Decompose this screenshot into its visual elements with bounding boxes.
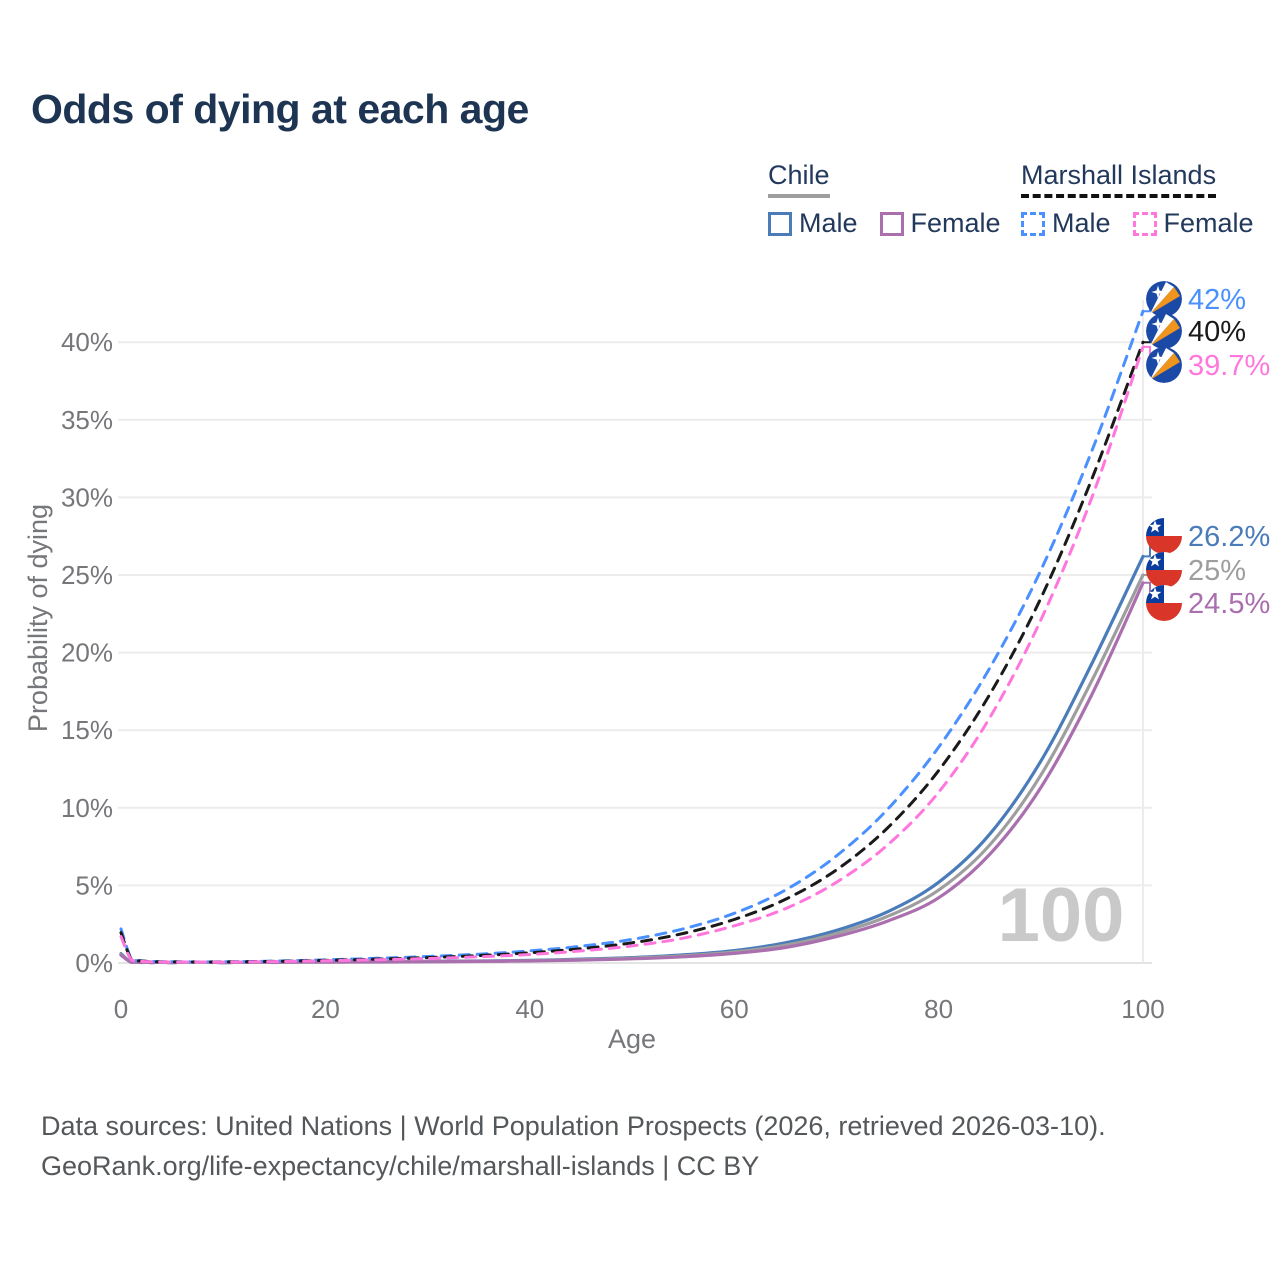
y-tick-label: 5% [75,870,113,900]
legend-items-marshall-islands: Male Female [1021,208,1254,239]
legend-item-label: Female [910,208,1001,238]
end-value-label-mi-female: 39.7% [1188,350,1270,382]
legend-item-chile-male[interactable]: Male [768,208,858,239]
y-tick-label: 40% [61,327,113,357]
y-tick-label: 10% [61,793,113,823]
end-value-label-chile-male: 26.2% [1188,521,1270,553]
legend-items-chile: Male Female [768,208,1001,239]
end-value-label-chile-female: 24.5% [1188,588,1270,620]
legend-item-marshall-islands-female[interactable]: Female [1132,208,1254,239]
data-source-footer: Data sources: United Nations | World Pop… [41,1106,1106,1186]
chile-flag-icon [1146,518,1182,554]
marshall-islands-flag-icon [1146,281,1182,317]
legend-group-chile: Chile Male Female [768,160,1001,239]
x-axis-title: Age [608,1024,656,1054]
legend-group-title-marshall-islands: Marshall Islands [1021,160,1217,198]
series-line-mi-female[interactable] [119,345,1145,964]
series-line-chile-male[interactable] [119,554,1145,965]
x-tick-label: 20 [311,994,340,1024]
y-axis-title: Probability of dying [23,504,53,732]
chile-flag-icon [1146,552,1182,588]
y-tick-label: 20% [61,638,113,668]
x-tick-label: 60 [720,994,749,1024]
legend-item-label: Male [799,208,858,238]
chile-male-line-swatch-icon [768,211,792,236]
x-tick-label: 100 [1121,994,1164,1024]
age-watermark: 100 [998,873,1125,958]
series-line-chile-combined[interactable] [119,573,1145,965]
legend-item-label: Female [1163,208,1254,238]
legend-group-marshall-islands: Marshall Islands Male Female [1021,160,1254,239]
series-line-chile-female[interactable] [119,581,1145,965]
footer-sources-line: Data sources: United Nations | World Pop… [41,1111,1106,1141]
y-tick-label: 15% [61,715,113,745]
marshall-islands-flag-icon [1146,313,1182,349]
footer-attribution-line: GeoRank.org/life-expectancy/chile/marsha… [41,1151,760,1181]
marshall-islands-female-line-swatch-icon [1132,211,1157,236]
legend-item-chile-female[interactable]: Female [879,208,1001,239]
chile-flag-icon [1146,585,1182,621]
marshall-islands-male-line-swatch-icon [1021,211,1045,236]
end-value-label-mi-combined: 40% [1188,316,1246,348]
legend-item-marshall-islands-male[interactable]: Male [1021,208,1111,239]
end-value-label-chile-combined: 25% [1188,555,1246,587]
y-tick-label: 35% [61,405,113,435]
x-tick-label: 0 [114,994,128,1024]
x-tick-label: 40 [515,994,544,1024]
page-title: Odds of dying at each age [31,86,529,132]
y-tick-label: 0% [75,948,113,978]
y-tick-label: 25% [61,560,113,590]
series-line-mi-male[interactable] [119,309,1145,964]
legend-group-title-chile: Chile [768,160,830,198]
legend-item-label: Male [1052,208,1111,238]
chile-female-line-swatch-icon [879,211,904,236]
end-value-label-mi-male: 42% [1188,284,1246,316]
x-tick-label: 80 [924,994,953,1024]
y-tick-label: 30% [61,482,113,512]
marshall-islands-flag-icon [1146,347,1182,383]
series-line-mi-combined[interactable] [119,340,1145,964]
